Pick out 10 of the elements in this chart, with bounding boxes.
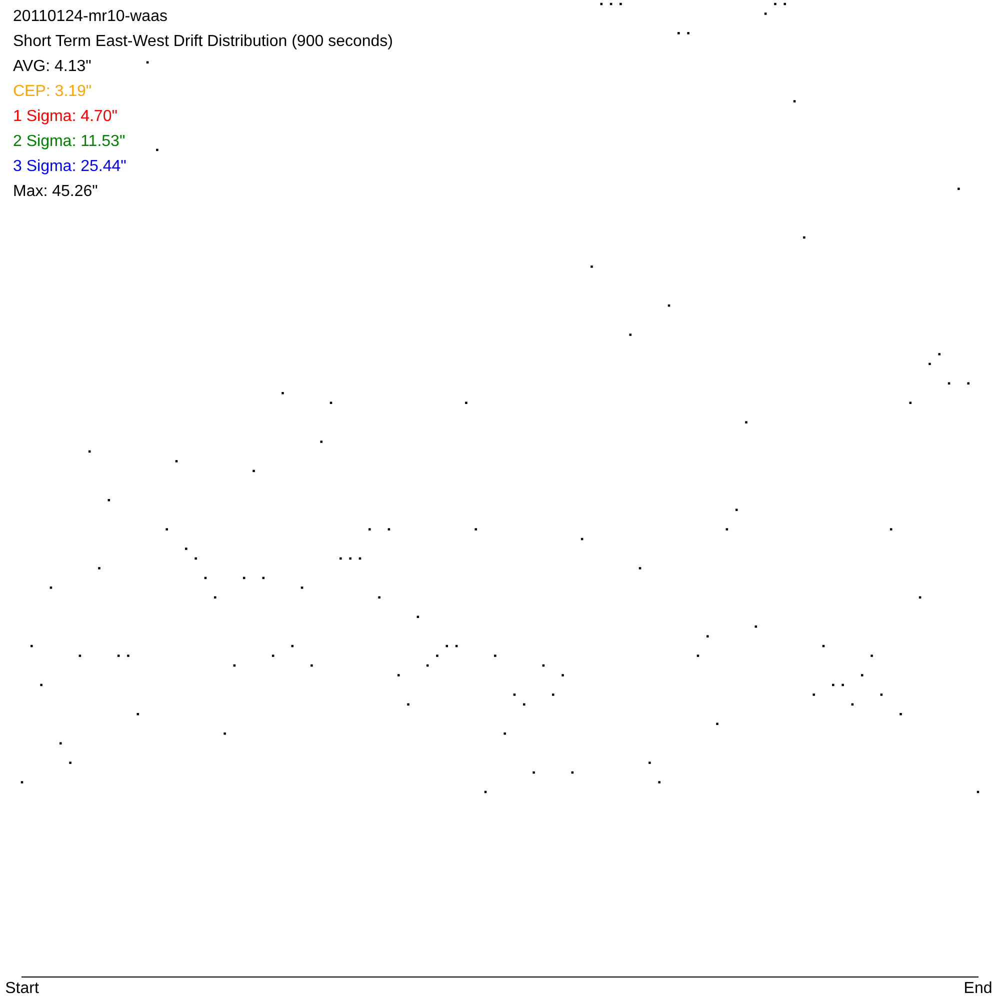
x-tick-label: Start bbox=[5, 980, 40, 997]
annotation: Max: 45.26" bbox=[13, 183, 98, 201]
annotation: AVG: 4.13" bbox=[13, 58, 92, 76]
x-tick-label: End bbox=[964, 980, 992, 997]
annotation: 3 Sigma: 25.44" bbox=[13, 158, 126, 176]
chart-title: 20110124-mr10-waas bbox=[13, 8, 168, 26]
annotation: 1 Sigma: 4.70" bbox=[13, 108, 118, 126]
annotation: 2 Sigma: 11.53" bbox=[13, 133, 126, 151]
text: Short Term East-West Drift Distribution (900 seconds) bbox=[13, 33, 393, 51]
annotation: CEP: 3.19" bbox=[13, 83, 92, 101]
